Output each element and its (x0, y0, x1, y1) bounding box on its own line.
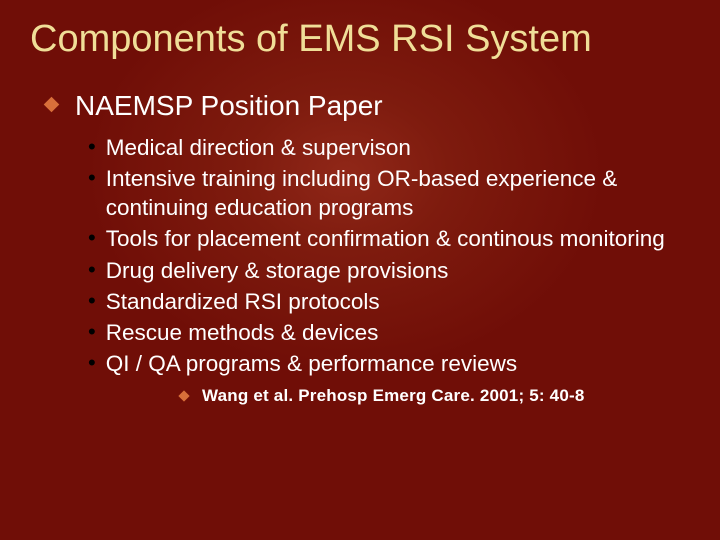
bullet-text: QI / QA programs & performance reviews (106, 349, 517, 378)
bullet-text: Intensive training including OR-based ex… (106, 164, 690, 223)
level1-item: NAEMSP Position Paper (46, 89, 690, 123)
slide-title: Components of EMS RSI System (30, 18, 690, 61)
dot-bullet-icon: • (88, 133, 96, 161)
dot-bullet-icon: • (88, 287, 96, 315)
bullet-text: Standardized RSI protocols (106, 287, 380, 316)
bullet-text: Tools for placement confirmation & conti… (106, 224, 665, 253)
level1-text: NAEMSP Position Paper (75, 89, 383, 123)
dot-bullet-icon: • (88, 224, 96, 252)
citation-text: Wang et al. Prehosp Emerg Care. 2001; 5:… (202, 385, 585, 407)
dot-bullet-icon: • (88, 349, 96, 377)
diamond-bullet-icon (178, 390, 189, 401)
bullet-item: • Standardized RSI protocols (88, 287, 690, 316)
bullet-item: • QI / QA programs & performance reviews (88, 349, 690, 378)
bullet-text: Drug delivery & storage provisions (106, 256, 449, 285)
bullet-item: • Intensive training including OR-based … (88, 164, 690, 223)
bullet-item: • Rescue methods & devices (88, 318, 690, 347)
bullet-item: • Medical direction & supervison (88, 133, 690, 162)
citation-item: Wang et al. Prehosp Emerg Care. 2001; 5:… (180, 385, 690, 407)
dot-bullet-icon: • (88, 164, 96, 192)
bullet-text: Medical direction & supervison (106, 133, 411, 162)
bullet-text: Rescue methods & devices (106, 318, 379, 347)
bullet-item: • Tools for placement confirmation & con… (88, 224, 690, 253)
bullet-list: • Medical direction & supervison • Inten… (88, 133, 690, 379)
diamond-bullet-icon (44, 97, 60, 113)
slide: Components of EMS RSI System NAEMSP Posi… (0, 0, 720, 540)
dot-bullet-icon: • (88, 256, 96, 284)
dot-bullet-icon: • (88, 318, 96, 346)
bullet-item: • Drug delivery & storage provisions (88, 256, 690, 285)
